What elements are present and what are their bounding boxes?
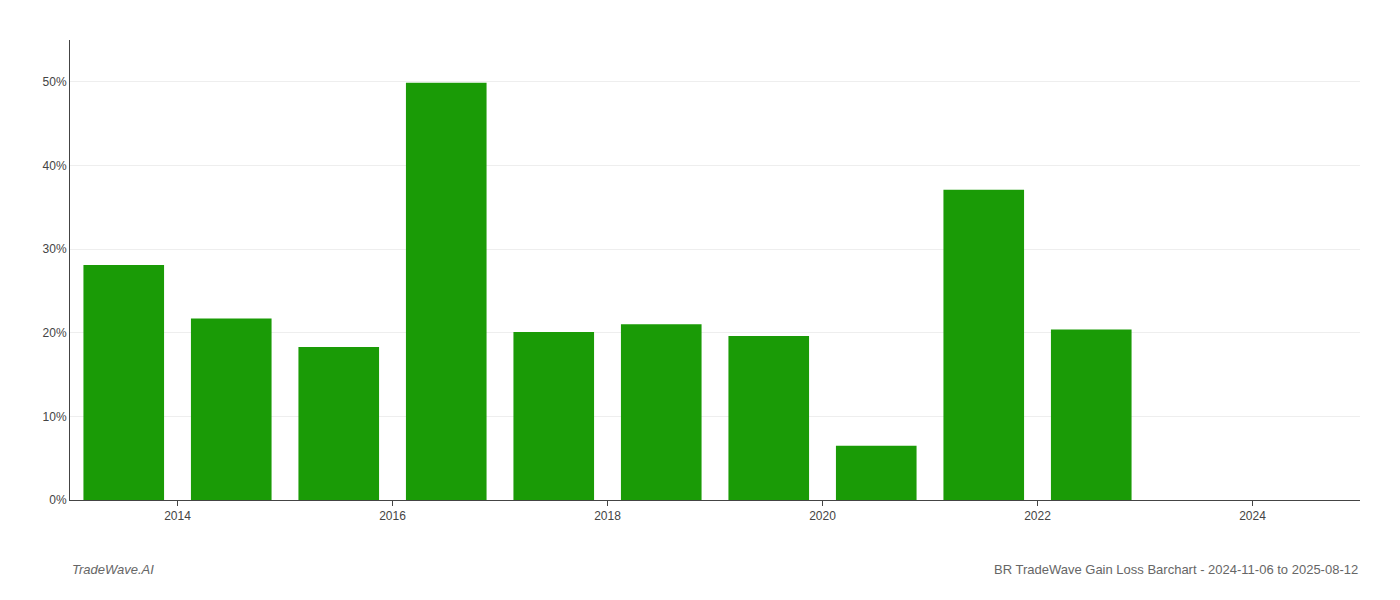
svg-text:BR TradeWave Gain Loss Barchar: BR TradeWave Gain Loss Barchart - 2024-1…: [994, 562, 1358, 577]
svg-text:TradeWave.AI: TradeWave.AI: [72, 562, 154, 577]
svg-text:2022: 2022: [1024, 509, 1051, 523]
svg-text:0%: 0%: [49, 493, 67, 507]
svg-text:20%: 20%: [43, 326, 67, 340]
svg-text:10%: 10%: [43, 410, 67, 424]
svg-text:2020: 2020: [809, 509, 836, 523]
svg-text:2014: 2014: [164, 509, 191, 523]
svg-text:30%: 30%: [43, 242, 67, 256]
svg-text:40%: 40%: [43, 159, 67, 173]
svg-text:2018: 2018: [594, 509, 621, 523]
svg-text:2016: 2016: [379, 509, 406, 523]
svg-text:50%: 50%: [43, 75, 67, 89]
svg-text:2024: 2024: [1239, 509, 1266, 523]
